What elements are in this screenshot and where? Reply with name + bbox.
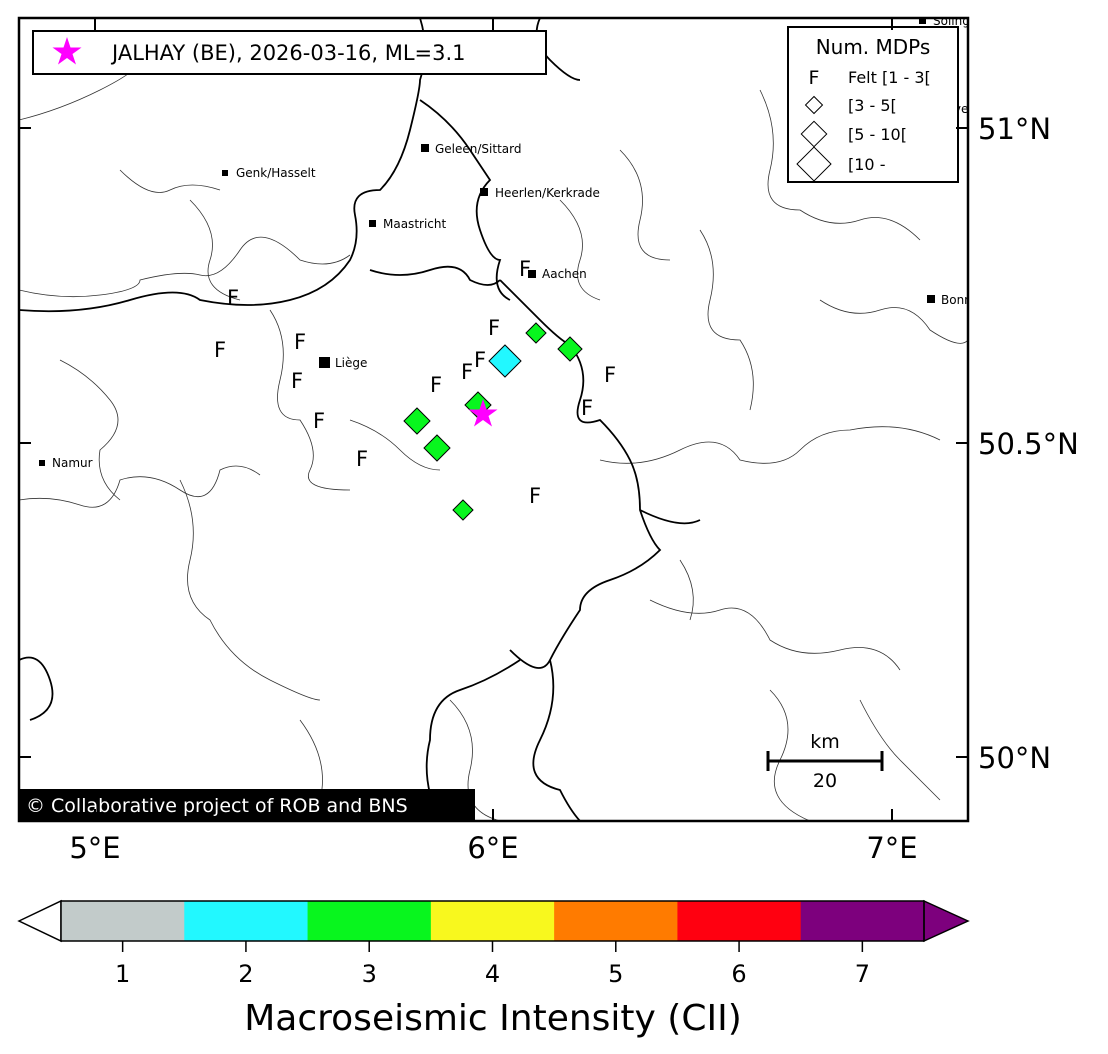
diamond-medium-icon: [800, 120, 828, 148]
diamond-small-icon: [804, 95, 824, 115]
colorbar-tick-label: 7: [855, 960, 870, 988]
mdp-legend-item: [5 - 10[: [848, 125, 907, 144]
colorbar-tick-label: 6: [731, 960, 746, 988]
lat-tick-label: 51°N: [978, 112, 1051, 146]
felt-marker: F: [294, 330, 306, 354]
axis-labels: 5°E 6°E 7°E 51°N 50.5°N 50°N: [69, 112, 1078, 865]
felt-marker: F: [488, 316, 500, 340]
city-marker: [919, 18, 926, 24]
axis-ticks: [19, 18, 968, 821]
city-label: Genk/Hasselt: [236, 166, 316, 180]
colorbar-under-arrow: [17, 899, 62, 943]
intensity-diamond: [452, 499, 474, 521]
scalebar-unit: km: [810, 731, 840, 753]
city-label: Liège: [335, 356, 367, 370]
city-marker: [927, 295, 935, 303]
event-legend: JALHAY (BE), 2026-03-16, ML=3.1: [32, 30, 547, 75]
colorbar-tick-label: 3: [362, 960, 377, 988]
felt-marker: F: [227, 286, 239, 310]
scalebar-value: 20: [813, 770, 837, 792]
felt-symbol: F: [809, 67, 820, 89]
credit-text: © Collaborative project of ROB and BNS: [26, 795, 408, 817]
colorbar-tick-label: 1: [115, 960, 130, 988]
intensity-diamond: [423, 434, 451, 462]
colorbar-segments: [61, 901, 925, 941]
colorbar-tick-label: 4: [485, 960, 500, 988]
city-label: Maastricht: [383, 217, 446, 231]
colorbar-tick-label: 2: [238, 960, 253, 988]
lon-tick-label: 7°E: [866, 831, 917, 865]
event-label: JALHAY (BE), 2026-03-16, ML=3.1: [110, 41, 466, 65]
city-marker: [528, 270, 536, 278]
city-label: Namur: [52, 456, 93, 470]
mdp-legend-item: [10 -: [848, 155, 885, 174]
city-label: Sölingen: [933, 14, 985, 28]
colorbar-segment: [61, 901, 185, 941]
epicenter-star-icon: [468, 399, 498, 427]
city-label: Heerlen/Kerkrade: [495, 186, 600, 200]
felt-marker: F: [604, 363, 616, 387]
intensity-diamond: [403, 407, 431, 435]
colorbar-segment: [554, 901, 678, 941]
felt-marker: F: [529, 484, 541, 508]
intensity-diamond: [525, 322, 547, 344]
colorbar-segment: [430, 901, 555, 941]
city-label: Bonn: [941, 293, 972, 307]
colorbar-over-arrow: [923, 899, 970, 943]
colorbar-segment: [307, 901, 432, 941]
city-marker: [421, 144, 429, 152]
colorbar: 1 2 3 4 5 6 7 Macroseismic Intensity (CII): [17, 899, 970, 1039]
lon-tick-label: 5°E: [69, 831, 120, 865]
lat-tick-label: 50°N: [978, 741, 1051, 775]
colorbar-ticks: 1 2 3 4 5 6 7: [115, 941, 870, 988]
felt-marker: F: [461, 360, 473, 384]
city-marker: [39, 460, 45, 466]
event-star-icon: [52, 37, 82, 65]
colorbar-label: Macroseismic Intensity (CII): [244, 998, 742, 1039]
city-marker: [480, 188, 488, 196]
felt-marker: F: [430, 373, 442, 397]
colorbar-segment: [677, 901, 802, 941]
colorbar-segment: [800, 901, 925, 941]
intensity-diamond: [557, 336, 583, 362]
mdp-legend-item: [3 - 5[: [848, 96, 897, 115]
felt-marker: F: [291, 369, 303, 393]
mdp-legend: Num. MDPs F Felt [1 - 3[ [3 - 5[ [5 - 10…: [787, 26, 959, 183]
city-marker: [369, 220, 376, 227]
felt-marker: F: [474, 348, 486, 372]
colorbar-tick-label: 5: [608, 960, 623, 988]
colorbar-segment: [184, 901, 309, 941]
felt-marker: F: [313, 409, 325, 433]
felt-marker: F: [356, 447, 368, 471]
scalebar: km 20: [766, 731, 884, 792]
lat-tick-label: 50.5°N: [978, 427, 1079, 461]
intensity-diamond: [488, 344, 522, 378]
felt-marker: F: [581, 396, 593, 420]
city-label: Geleen/Sittard: [435, 142, 521, 156]
mdp-legend-title: Num. MDPs: [816, 35, 931, 59]
city-label: Aachen: [542, 267, 587, 281]
city-marker: [222, 170, 228, 176]
diamond-large-icon: [796, 146, 832, 182]
city-marker: [319, 357, 330, 368]
felt-marker: F: [214, 338, 226, 362]
lon-tick-label: 6°E: [467, 831, 518, 865]
mdp-legend-item: Felt [1 - 3[: [848, 68, 931, 87]
credit-banner: © Collaborative project of ROB and BNS: [19, 789, 475, 821]
